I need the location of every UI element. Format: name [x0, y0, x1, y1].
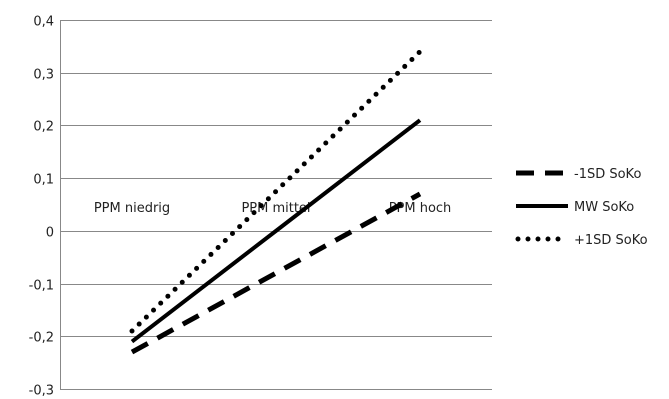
legend-label: MW SoKo	[574, 200, 634, 215]
y-tick-label: -0,1	[29, 279, 54, 294]
y-tick-label: 0,4	[33, 15, 54, 30]
x-category-label: PPM niedrig	[94, 201, 170, 216]
y-tick-label: 0	[46, 226, 54, 241]
y-tick-label: 0,1	[33, 173, 54, 188]
legend-label: -1SD SoKo	[574, 167, 641, 182]
y-tick-label: 0,2	[33, 120, 54, 135]
x-category-label: PPM hoch	[389, 201, 452, 216]
series-line-dotted	[129, 49, 423, 334]
series-line-solid	[130, 118, 422, 344]
legend-label: +1SD SoKo	[574, 233, 648, 248]
series-line-dashed	[130, 191, 422, 355]
y-tick-label: -0,2	[29, 331, 54, 346]
x-category-label: PPM mittel	[241, 201, 310, 216]
y-tick-label: -0,3	[29, 384, 54, 399]
y-tick-label: 0,3	[33, 68, 54, 83]
